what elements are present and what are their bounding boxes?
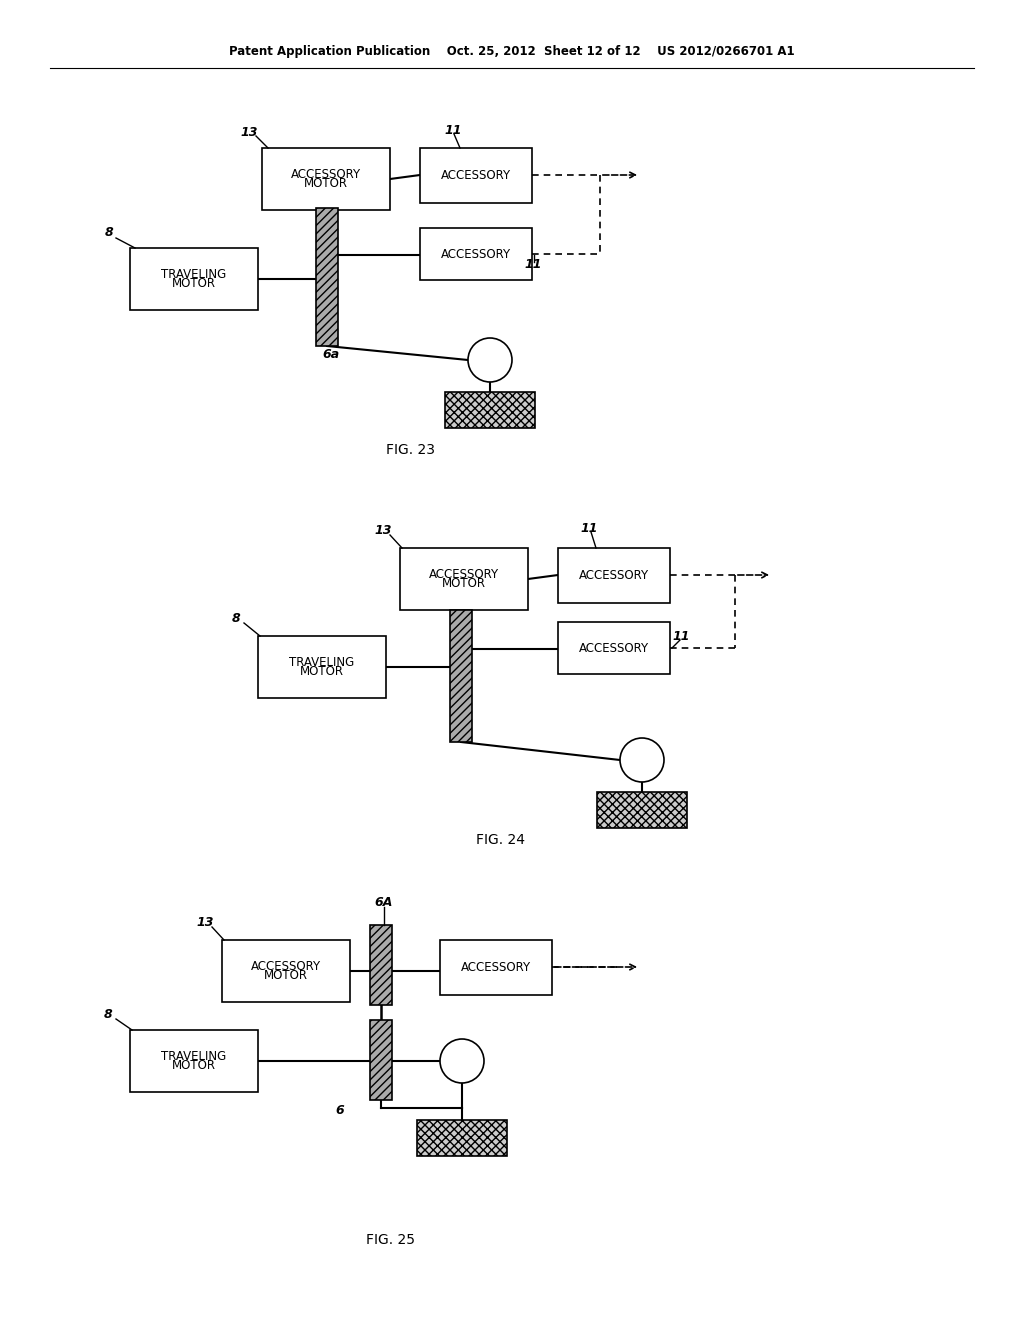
Bar <box>420 228 532 280</box>
Text: ACCESSORY: ACCESSORY <box>579 642 649 655</box>
Bar <box>316 209 338 346</box>
Bar <box>258 636 386 698</box>
Text: MOTOR: MOTOR <box>304 177 348 190</box>
Text: ACCESSORY: ACCESSORY <box>291 168 361 181</box>
Text: ACCESSORY: ACCESSORY <box>441 169 511 182</box>
Text: 13: 13 <box>374 524 391 537</box>
Text: FIG. 24: FIG. 24 <box>475 833 524 847</box>
Text: ACCESSORY: ACCESSORY <box>429 568 499 581</box>
Text: 6: 6 <box>335 1104 344 1117</box>
Text: 11: 11 <box>580 521 597 535</box>
Bar <box>445 392 535 428</box>
Text: TRAVELING: TRAVELING <box>290 656 354 669</box>
Text: Patent Application Publication    Oct. 25, 2012  Sheet 12 of 12    US 2012/02667: Patent Application Publication Oct. 25, … <box>229 45 795 58</box>
Text: 11: 11 <box>444 124 462 136</box>
Bar <box>420 148 532 203</box>
Text: MOTOR: MOTOR <box>172 1059 216 1072</box>
Bar <box>450 610 472 742</box>
Text: MOTOR: MOTOR <box>264 969 308 982</box>
Text: 11: 11 <box>672 630 689 643</box>
Text: 13: 13 <box>196 916 213 928</box>
Text: MOTOR: MOTOR <box>172 277 216 290</box>
Bar <box>400 548 528 610</box>
Text: FIG. 25: FIG. 25 <box>366 1233 415 1247</box>
Text: ACCESSORY: ACCESSORY <box>461 961 531 974</box>
Text: 13: 13 <box>240 125 257 139</box>
Text: MOTOR: MOTOR <box>300 665 344 678</box>
Bar <box>262 148 390 210</box>
Bar <box>370 1020 392 1100</box>
Text: ACCESSORY: ACCESSORY <box>579 569 649 582</box>
Bar <box>417 1119 507 1156</box>
Circle shape <box>440 1039 484 1082</box>
Bar <box>130 1030 258 1092</box>
Text: 8: 8 <box>232 611 241 624</box>
Bar <box>370 925 392 1005</box>
Bar <box>130 248 258 310</box>
Bar <box>558 548 670 603</box>
Text: TRAVELING: TRAVELING <box>162 268 226 281</box>
Text: 6a: 6a <box>322 348 339 362</box>
Text: TRAVELING: TRAVELING <box>162 1049 226 1063</box>
Text: 8: 8 <box>105 227 114 239</box>
Text: 6A: 6A <box>374 895 392 908</box>
Circle shape <box>620 738 664 781</box>
Bar <box>558 622 670 675</box>
Text: ACCESSORY: ACCESSORY <box>251 960 322 973</box>
Text: MOTOR: MOTOR <box>442 577 486 590</box>
Bar <box>597 792 687 828</box>
Bar <box>222 940 350 1002</box>
Bar <box>440 940 552 995</box>
Circle shape <box>468 338 512 381</box>
Text: ACCESSORY: ACCESSORY <box>441 248 511 260</box>
Text: 8: 8 <box>104 1007 113 1020</box>
Text: FIG. 23: FIG. 23 <box>385 444 434 457</box>
Text: 11: 11 <box>524 259 542 272</box>
